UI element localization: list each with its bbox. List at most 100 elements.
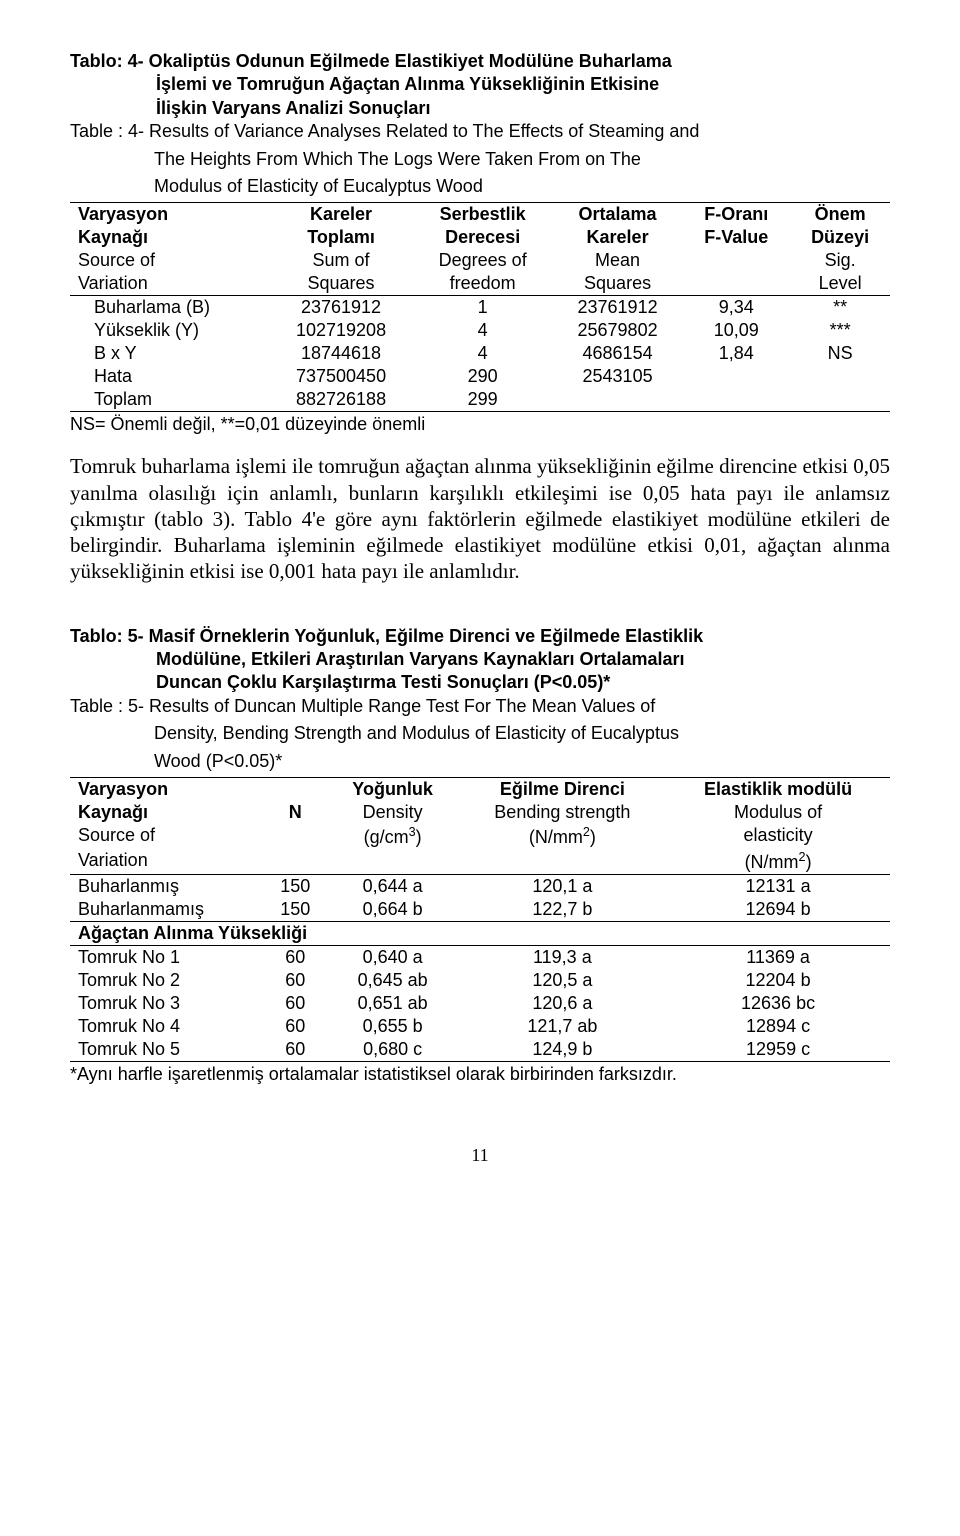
table4-subtitle-line3: Modulus of Elasticity of Eucalyptus Wood (70, 175, 890, 198)
table4-title-line3: İlişkin Varyans Analizi Sonuçları (70, 97, 890, 120)
table4-subtitle-line1: Table : 4- Results of Variance Analyses … (70, 120, 890, 143)
table4-hdr-c4a: Ortalama (553, 203, 683, 227)
table-cell: 9,34 (682, 296, 790, 320)
table5-hdr-c1c: Source of (70, 824, 264, 849)
table5-subtitle-line1: Table : 5- Results of Duncan Multiple Ra… (70, 695, 890, 718)
table-cell: Tomruk No 3 (70, 992, 264, 1015)
table-cell: ** (790, 296, 890, 320)
table5-subtitle-line2: Density, Bending Strength and Modulus of… (70, 722, 890, 745)
table-cell: 12131 a (666, 874, 890, 898)
table-cell: 25679802 (553, 319, 683, 342)
table5-section-label: Ağaçtan Alınma Yüksekliği (70, 921, 890, 945)
table4-hdr-c3d: freedom (413, 272, 553, 296)
table-cell: 882726188 (270, 388, 413, 412)
table4-hdr-c6c: Sig. (790, 249, 890, 272)
table5-title-line3: Duncan Çoklu Karşılaştırma Testi Sonuçla… (70, 671, 890, 694)
table-row: Tomruk No 4600,655 b121,7 ab12894 c (70, 1015, 890, 1038)
table4-hdr-c3b: Derecesi (413, 226, 553, 249)
table-cell: 120,6 a (459, 992, 667, 1015)
table-cell: 60 (264, 1038, 327, 1062)
table-cell (790, 365, 890, 388)
table-cell: 0,644 a (327, 874, 459, 898)
table4-hdr-c4d: Squares (553, 272, 683, 296)
table-cell: 60 (264, 969, 327, 992)
table-cell: Tomruk No 1 (70, 945, 264, 969)
table-cell: Hata (70, 365, 270, 388)
table5-hdr-c3c: (g/cm3) (327, 824, 459, 849)
table-cell: 1,84 (682, 342, 790, 365)
table-row: Buharlanmamış1500,664 b122,7 b12694 b (70, 898, 890, 922)
table-cell: Toplam (70, 388, 270, 412)
table-cell: 4 (413, 319, 553, 342)
table-cell: 1 (413, 296, 553, 320)
table-cell: 60 (264, 1015, 327, 1038)
table-cell: 4 (413, 342, 553, 365)
table-cell: 150 (264, 874, 327, 898)
table-cell: 0,645 ab (327, 969, 459, 992)
table4-hdr-c2d: Squares (270, 272, 413, 296)
table-cell: 11369 a (666, 945, 890, 969)
table4-title-line1: Tablo: 4- Okaliptüs Odunun Eğilmede Elas… (70, 50, 890, 73)
table5-note: *Aynı harfle işaretlenmiş ortalamalar is… (70, 1064, 890, 1085)
table-row: Yükseklik (Y)10271920842567980210,09*** (70, 319, 890, 342)
table-cell: 150 (264, 898, 327, 922)
table-cell: 119,3 a (459, 945, 667, 969)
table-cell: Buharlanmamış (70, 898, 264, 922)
table-cell: 120,1 a (459, 874, 667, 898)
table5-hdr-c4b: Bending strength (459, 801, 667, 824)
table-cell: 0,680 c (327, 1038, 459, 1062)
table-cell: Tomruk No 2 (70, 969, 264, 992)
table5-hdr-c2a: N (264, 801, 327, 824)
table-row: Tomruk No 2600,645 ab120,5 a12204 b (70, 969, 890, 992)
table4-hdr-c5b: F-Value (682, 226, 790, 249)
table-cell: 2543105 (553, 365, 683, 388)
table4: Varyasyon Kareler Serbestlik Ortalama F-… (70, 202, 890, 412)
table-cell: 737500450 (270, 365, 413, 388)
table-cell: 12694 b (666, 898, 890, 922)
table4-subtitle-line2: The Heights From Which The Logs Were Tak… (70, 148, 890, 171)
table4-hdr-c4b: Kareler (553, 226, 683, 249)
table5-hdr-c5b: Modulus of (666, 801, 890, 824)
table-cell: 290 (413, 365, 553, 388)
table4-hdr-c2b: Toplamı (270, 226, 413, 249)
table-cell: 18744618 (270, 342, 413, 365)
table-cell: 10,09 (682, 319, 790, 342)
table5-subtitle-line3: Wood (P<0.05)* (70, 750, 890, 773)
table-cell: 0,651 ab (327, 992, 459, 1015)
table-cell (682, 365, 790, 388)
table5-hdr-c5d: (N/mm2) (666, 849, 890, 875)
table5-title-line1: Tablo: 5- Masif Örneklerin Yoğunluk, Eği… (70, 625, 890, 648)
table-cell: 12636 bc (666, 992, 890, 1015)
table-row: Tomruk No 1600,640 a119,3 a11369 a (70, 945, 890, 969)
table5-hdr-c1b: Kaynağı (70, 801, 264, 824)
table5-hdr-c1d: Variation (70, 849, 264, 875)
table-cell: 23761912 (553, 296, 683, 320)
table-cell: 23761912 (270, 296, 413, 320)
table5-hdr-c5a: Elastiklik modülü (666, 777, 890, 801)
table-cell: Tomruk No 5 (70, 1038, 264, 1062)
table-cell: 12204 b (666, 969, 890, 992)
table-row: B x Y18744618446861541,84NS (70, 342, 890, 365)
table-cell: 124,9 b (459, 1038, 667, 1062)
table-cell: Buharlama (B) (70, 296, 270, 320)
table-cell: Buharlanmış (70, 874, 264, 898)
table-cell: 60 (264, 992, 327, 1015)
table5-hdr-c3a: Yoğunluk (327, 777, 459, 801)
table-row: Tomruk No 3600,651 ab120,6 a12636 bc (70, 992, 890, 1015)
table-cell: NS (790, 342, 890, 365)
table-cell: Tomruk No 4 (70, 1015, 264, 1038)
table5-hdr-c4a: Eğilme Direnci (459, 777, 667, 801)
table-cell: 120,5 a (459, 969, 667, 992)
page-number: 11 (70, 1145, 890, 1166)
table4-hdr-c5a: F-Oranı (682, 203, 790, 227)
table5-hdr-c1a: Varyasyon (70, 777, 264, 801)
table4-hdr-c2a: Kareler (270, 203, 413, 227)
table-cell: 60 (264, 945, 327, 969)
table4-hdr-c6a: Önem (790, 203, 890, 227)
table4-hdr-c1a: Varyasyon (70, 203, 270, 227)
table-cell: 121,7 ab (459, 1015, 667, 1038)
table4-note: NS= Önemli değil, **=0,01 düzeyinde önem… (70, 414, 890, 435)
table-row: Tomruk No 5600,680 c124,9 b12959 c (70, 1038, 890, 1062)
table-row: Hata7375004502902543105 (70, 365, 890, 388)
table5-hdr-c4c: (N/mm2) (459, 824, 667, 849)
